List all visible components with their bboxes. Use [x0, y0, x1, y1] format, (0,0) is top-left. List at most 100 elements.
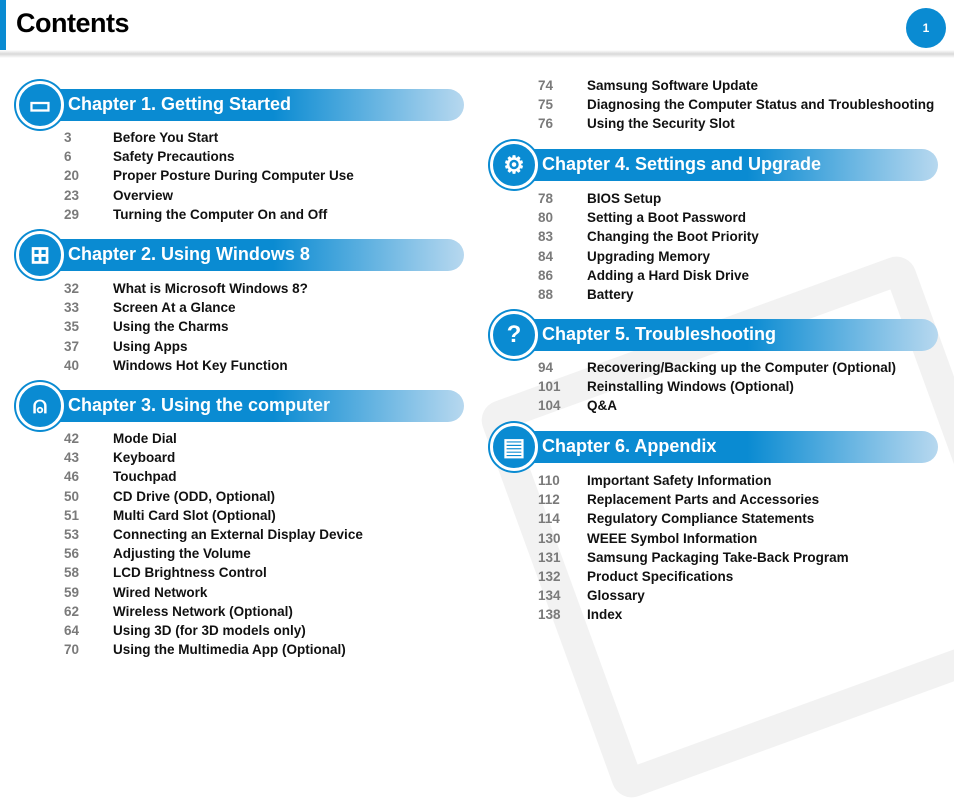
entry-title[interactable]: Changing the Boot Priority: [587, 229, 759, 245]
toc-entry[interactable]: 104 Q&A: [538, 398, 896, 417]
entry-title[interactable]: WEEE Symbol Information: [587, 530, 758, 546]
toc-entry[interactable]: 131 Samsung Packaging Take-Back Program: [538, 550, 849, 569]
entry-title[interactable]: Screen At a Glance: [113, 300, 236, 316]
entry-title[interactable]: BIOS Setup: [587, 191, 662, 206]
toc-entry[interactable]: 6 Safety Precautions: [64, 149, 354, 168]
toc-entry[interactable]: 75 Diagnosing the Computer Status and Tro…: [538, 97, 934, 116]
chapter-bar: [514, 149, 938, 181]
entry-title[interactable]: Setting a Boot Password: [587, 210, 747, 226]
entry-title[interactable]: Overview: [113, 187, 174, 203]
toc-list: 94 Recovering/Backing up the Computer (Op…: [538, 360, 896, 418]
entry-title[interactable]: Samsung Software Update: [587, 78, 759, 93]
toc-entry[interactable]: 101 Reinstalling Windows (Optional): [538, 379, 896, 398]
entry-title[interactable]: Wireless Network (Optional): [113, 603, 293, 619]
entry-title[interactable]: Connecting an External Display Device: [113, 526, 363, 542]
chapter-title[interactable]: Chapter 2. Using Windows 8: [68, 244, 310, 264]
entry-title[interactable]: Replacement Parts and Accessories: [587, 492, 820, 508]
entry-title[interactable]: Upgrading Memory: [587, 248, 711, 264]
gears-icon: ⚙: [490, 141, 538, 189]
entry-title[interactable]: Multi Card Slot (Optional): [113, 507, 276, 523]
toc-entry[interactable]: 70 Using the Multimedia App (Optional): [64, 642, 363, 661]
toc-entry[interactable]: 64 Using 3D (for 3D models only): [64, 623, 363, 642]
entry-title[interactable]: Windows Hot Key Function: [113, 357, 288, 373]
chapter-title[interactable]: Chapter 6. Appendix: [542, 436, 717, 456]
entry-title[interactable]: Using 3D (for 3D models only): [113, 622, 306, 638]
chapter-title[interactable]: Chapter 5. Troubleshooting: [542, 324, 777, 344]
entry-title[interactable]: Using the Charms: [113, 319, 229, 335]
toc-entry[interactable]: 83 Changing the Boot Priority: [538, 229, 759, 248]
entry-title[interactable]: Samsung Packaging Take-Back Program: [587, 549, 849, 565]
entry-title[interactable]: Battery: [587, 286, 634, 302]
entry-title[interactable]: Q&A: [587, 398, 617, 414]
entry-title[interactable]: Adjusting the Volume: [113, 546, 251, 562]
entry-title[interactable]: Using Apps: [113, 338, 188, 354]
entry-title[interactable]: Index: [587, 607, 623, 623]
toc-entry[interactable]: 56 Adjusting the Volume: [64, 546, 363, 565]
entry-title[interactable]: Glossary: [587, 588, 645, 604]
toc-entry[interactable]: 62 Wireless Network (Optional): [64, 604, 363, 623]
entry-title[interactable]: Mode Dial: [113, 431, 177, 446]
toc-entry[interactable]: 20 Proper Posture During Computer Use: [64, 168, 354, 187]
chapter-header[interactable]: ⍝ Chapter 3. Using the computer: [16, 382, 464, 430]
entry-title[interactable]: Proper Posture During Computer Use: [113, 168, 354, 184]
toc-entry[interactable]: 114 Regulatory Compliance Statements: [538, 511, 849, 530]
entry-title[interactable]: Touchpad: [113, 469, 177, 485]
page-ref: 104: [538, 398, 561, 414]
toc-entry[interactable]: 134 Glossary: [538, 588, 849, 607]
entry-title[interactable]: Reinstalling Windows (Optional): [587, 379, 794, 395]
toc-entry[interactable]: 46 Touchpad: [64, 469, 363, 488]
toc-entry[interactable]: 84 Upgrading Memory: [538, 249, 759, 268]
toc-entry[interactable]: 33 Screen At a Glance: [64, 300, 308, 319]
toc-entry[interactable]: 51 Multi Card Slot (Optional): [64, 508, 363, 527]
chapter-title[interactable]: Chapter 4. Settings and Upgrade: [542, 154, 822, 174]
entry-title[interactable]: Diagnosing the Computer Status and Troub…: [587, 97, 935, 113]
toc-entry[interactable]: 40 Windows Hot Key Function: [64, 358, 308, 377]
entry-title[interactable]: CD Drive (ODD, Optional): [113, 488, 276, 504]
entry-title[interactable]: Before You Start: [113, 130, 219, 145]
toc-entry[interactable]: 94 Recovering/Backing up the Computer (Op…: [538, 360, 896, 379]
toc-entry[interactable]: 74 Samsung Software Update: [538, 78, 934, 97]
toc-entry[interactable]: 76 Using the Security Slot: [538, 116, 934, 135]
toc-entry[interactable]: 132 Product Specifications: [538, 569, 849, 588]
chapter-title[interactable]: Chapter 3. Using the computer: [68, 395, 331, 415]
toc-entry[interactable]: 78 BIOS Setup: [538, 191, 759, 210]
entry-title[interactable]: Using the Security Slot: [587, 116, 735, 132]
toc-entry[interactable]: 29 Turning the Computer On and Off: [64, 207, 354, 226]
toc-entry[interactable]: 80 Setting a Boot Password: [538, 210, 759, 229]
toc-entry[interactable]: 43 Keyboard: [64, 450, 363, 469]
entry-title[interactable]: Regulatory Compliance Statements: [587, 511, 815, 527]
chapter-header[interactable]: ▭ Chapter 1. Getting Started: [16, 81, 464, 129]
entry-title[interactable]: Safety Precautions: [113, 149, 235, 165]
chapter-header[interactable]: ⚙ Chapter 4. Settings and Upgrade: [490, 141, 938, 189]
entry-title[interactable]: Important Safety Information: [587, 473, 772, 488]
toc-entry[interactable]: 23 Overview: [64, 188, 354, 207]
toc-entry[interactable]: 35 Using the Charms: [64, 319, 308, 338]
entry-title[interactable]: Using the Multimedia App (Optional): [113, 642, 346, 658]
chapter-header[interactable]: ▤ Chapter 6. Appendix: [490, 423, 938, 471]
entry-title[interactable]: What is Microsoft Windows 8?: [113, 281, 308, 296]
toc-entry[interactable]: 88 Battery: [538, 287, 759, 306]
entry-title[interactable]: Product Specifications: [587, 568, 734, 584]
toc-entry[interactable]: 53 Connecting an External Display Device: [64, 527, 363, 546]
entry-title[interactable]: Adding a Hard Disk Drive: [587, 267, 750, 283]
toc-entry[interactable]: 3 Before You Start: [64, 130, 354, 149]
toc-entry[interactable]: 50 CD Drive (ODD, Optional): [64, 489, 363, 508]
toc-entry[interactable]: 37 Using Apps: [64, 339, 308, 358]
chapter-title[interactable]: Chapter 1. Getting Started: [68, 94, 292, 114]
toc-entry[interactable]: 32 What is Microsoft Windows 8?: [64, 281, 308, 300]
entry-title[interactable]: LCD Brightness Control: [113, 565, 267, 581]
toc-entry[interactable]: 110 Important Safety Information: [538, 473, 849, 492]
entry-title[interactable]: Keyboard: [113, 450, 176, 466]
entry-title[interactable]: Turning the Computer On and Off: [113, 206, 328, 222]
toc-entry[interactable]: 59 Wired Network: [64, 585, 363, 604]
toc-entry[interactable]: 130 WEEE Symbol Information: [538, 531, 849, 550]
entry-title[interactable]: Wired Network: [113, 584, 208, 600]
chapter-header[interactable]: ? Chapter 5. Troubleshooting: [490, 311, 938, 359]
entry-title[interactable]: Recovering/Backing up the Computer (Opti…: [587, 360, 897, 375]
toc-entry[interactable]: 58 LCD Brightness Control: [64, 565, 363, 584]
toc-entry[interactable]: 112 Replacement Parts and Accessories: [538, 492, 849, 511]
toc-entry[interactable]: 42 Mode Dial: [64, 431, 363, 450]
toc-entry[interactable]: 86 Adding a Hard Disk Drive: [538, 268, 759, 287]
chapter-header[interactable]: ⊞ Chapter 2. Using Windows 8: [16, 231, 464, 279]
toc-entry[interactable]: 138 Index: [538, 607, 849, 626]
